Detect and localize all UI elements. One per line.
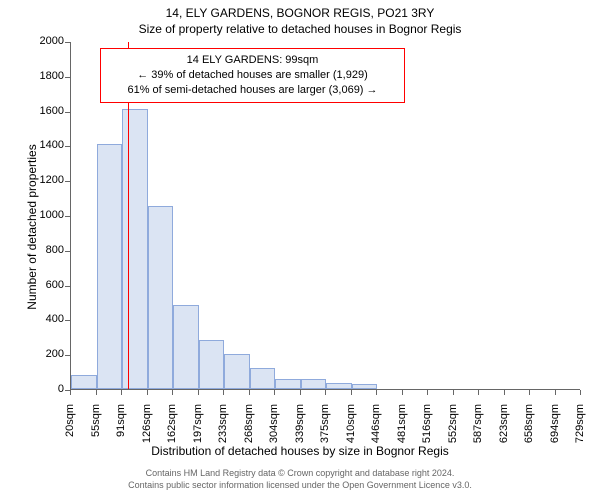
x-tick-label: 446sqm	[370, 404, 382, 500]
x-tick-label: 91sqm	[115, 404, 127, 500]
x-tick-label: 516sqm	[421, 404, 433, 500]
x-tick-mark	[580, 390, 581, 395]
x-tick-mark	[529, 390, 530, 395]
histogram-bar	[173, 305, 199, 389]
x-tick-mark	[504, 390, 505, 395]
x-tick-mark	[249, 390, 250, 395]
x-tick-mark	[325, 390, 326, 395]
x-tick-label: 162sqm	[166, 404, 178, 500]
x-tick-mark	[402, 390, 403, 395]
histogram-bar	[250, 368, 276, 389]
x-tick-mark	[172, 390, 173, 395]
x-tick-mark	[274, 390, 275, 395]
y-tick-mark	[65, 320, 70, 321]
histogram-bar	[275, 379, 301, 389]
y-tick-mark	[65, 112, 70, 113]
x-tick-mark	[427, 390, 428, 395]
x-tick-mark	[376, 390, 377, 395]
y-tick-label: 1800	[34, 70, 64, 82]
x-tick-label: 126sqm	[141, 404, 153, 500]
x-tick-label: 233sqm	[217, 404, 229, 500]
y-tick-mark	[65, 251, 70, 252]
y-tick-mark	[65, 42, 70, 43]
y-tick-label: 1200	[34, 174, 64, 186]
x-tick-label: 375sqm	[319, 404, 331, 500]
x-tick-label: 552sqm	[447, 404, 459, 500]
histogram-bar	[224, 354, 250, 389]
annotation-line3: 61% of semi-detached houses are larger (…	[109, 83, 396, 98]
x-tick-label: 339sqm	[294, 404, 306, 500]
x-tick-mark	[121, 390, 122, 395]
x-tick-label: 20sqm	[64, 404, 76, 500]
x-tick-label: 623sqm	[498, 404, 510, 500]
histogram-bar	[148, 206, 174, 389]
histogram-bar	[352, 384, 378, 389]
y-tick-label: 1400	[34, 139, 64, 151]
x-tick-mark	[555, 390, 556, 395]
x-tick-label: 658sqm	[523, 404, 535, 500]
x-tick-mark	[453, 390, 454, 395]
chart-container: { "chart": { "type": "histogram", "title…	[0, 0, 600, 500]
y-tick-mark	[65, 355, 70, 356]
x-tick-mark	[70, 390, 71, 395]
y-tick-mark	[65, 216, 70, 217]
x-tick-label: 304sqm	[268, 404, 280, 500]
x-tick-label: 729sqm	[574, 404, 586, 500]
histogram-bar	[122, 109, 148, 389]
chart-title: 14, ELY GARDENS, BOGNOR REGIS, PO21 3RY	[0, 6, 600, 20]
x-tick-label: 694sqm	[549, 404, 561, 500]
y-axis-label: Number of detached properties	[25, 127, 39, 327]
x-tick-label: 587sqm	[472, 404, 484, 500]
x-tick-label: 197sqm	[192, 404, 204, 500]
annotation-box: 14 ELY GARDENS: 99sqm ← 39% of detached …	[100, 48, 405, 103]
y-tick-mark	[65, 286, 70, 287]
histogram-bar	[199, 340, 225, 389]
x-tick-label: 410sqm	[345, 404, 357, 500]
x-tick-mark	[351, 390, 352, 395]
annotation-line2: ← 39% of detached houses are smaller (1,…	[109, 68, 396, 83]
x-tick-mark	[147, 390, 148, 395]
x-tick-mark	[478, 390, 479, 395]
annotation-line1: 14 ELY GARDENS: 99sqm	[109, 53, 396, 68]
y-tick-label: 1000	[34, 209, 64, 221]
x-tick-label: 481sqm	[396, 404, 408, 500]
histogram-bar	[326, 383, 352, 389]
y-tick-mark	[65, 146, 70, 147]
y-tick-label: 0	[34, 383, 64, 395]
y-tick-label: 1600	[34, 105, 64, 117]
y-tick-label: 2000	[34, 35, 64, 47]
x-tick-mark	[198, 390, 199, 395]
histogram-bar	[301, 379, 327, 389]
histogram-bar	[71, 375, 97, 389]
y-tick-mark	[65, 77, 70, 78]
y-tick-label: 200	[34, 348, 64, 360]
chart-subtitle: Size of property relative to detached ho…	[0, 22, 600, 36]
x-tick-label: 268sqm	[243, 404, 255, 500]
histogram-bar	[97, 144, 123, 389]
x-tick-mark	[96, 390, 97, 395]
x-tick-mark	[223, 390, 224, 395]
y-tick-mark	[65, 181, 70, 182]
x-tick-mark	[300, 390, 301, 395]
y-tick-label: 800	[34, 244, 64, 256]
y-tick-label: 600	[34, 279, 64, 291]
y-tick-label: 400	[34, 313, 64, 325]
x-tick-label: 55sqm	[90, 404, 102, 500]
